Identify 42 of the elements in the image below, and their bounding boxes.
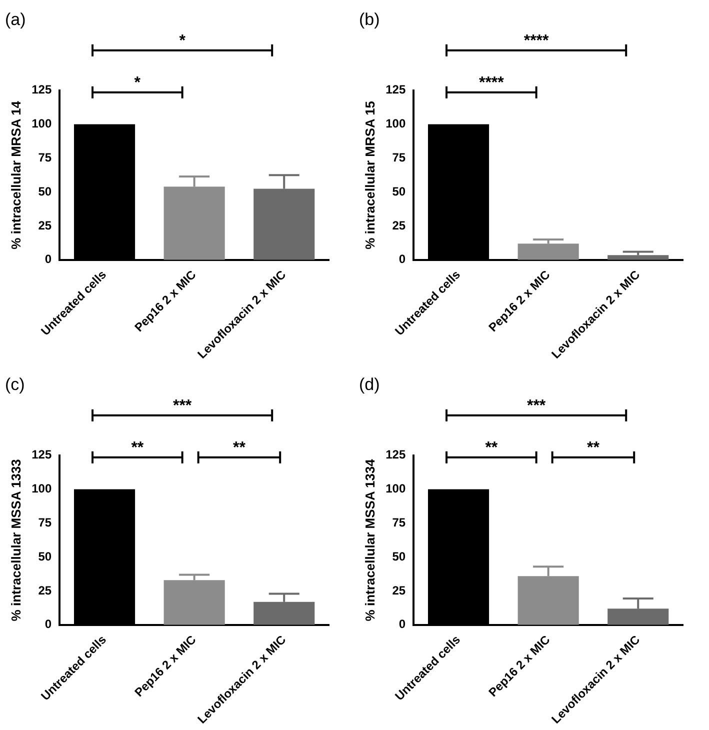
annotation: ** [131,439,144,456]
y-tick-label: 75 [392,516,406,530]
y-tick-label: 50 [38,184,52,198]
y-tick-label: 100 [32,482,52,496]
text: **** [524,32,550,50]
y-tick-label: 50 [392,549,406,564]
y-tick-label: 100 [32,116,52,131]
y-tick-label: 0 [44,617,52,632]
text: *** [172,397,192,414]
y-tick-label: 125 [32,448,52,462]
y-tick-label: 125 [386,448,406,462]
y-tick-label: 100 [386,482,406,496]
y-tick-label: 75 [38,150,52,165]
y-tick-label: 25 [392,583,406,598]
y-tick-label: 0 [398,252,406,266]
y-tick-label: 0 [398,617,406,632]
y-tick-label: 50 [38,549,52,564]
text: * [179,32,186,50]
annotation: ** [232,439,246,456]
annotation: ** [586,439,600,456]
y-tick-label: 75 [38,516,52,530]
y-tick-label: 125 [32,82,52,97]
y-tick-label: 25 [38,583,52,598]
y-tick-label: 0 [44,252,52,266]
chart-title: (a) [5,10,26,29]
y-axis-title: % intracellular MSSA 1333 [8,459,24,622]
annotation: **** [478,74,505,92]
y-tick-label: 25 [392,218,406,232]
annotation: ** [485,439,498,456]
chart-title: (d) [359,374,380,394]
y-axis-title: % intracellular MRSA 14 [8,100,24,250]
y-tick-label: 125 [386,82,406,97]
y-tick-label: 50 [392,184,406,198]
y-tick-label: 25 [38,218,52,232]
text: *** [526,397,546,414]
y-axis-title: % intracellular MSSA 1334 [362,458,378,622]
annotation: * [134,74,142,92]
y-tick-label: 100 [386,116,406,131]
chart-title: (b) [359,10,380,29]
y-axis-title: % intracellular MRSA 15 [362,100,378,250]
y-tick-label: 75 [392,150,406,165]
chart-title: (c) [5,374,25,394]
